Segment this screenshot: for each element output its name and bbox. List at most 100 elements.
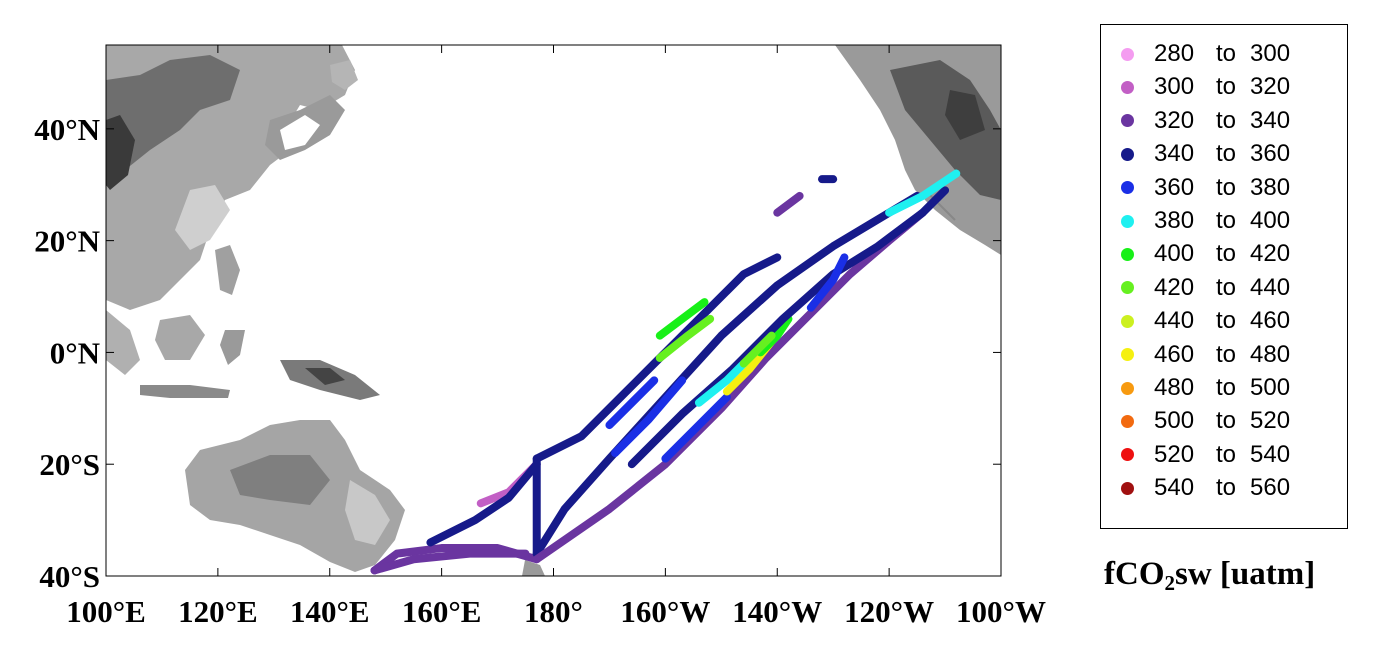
legend-from: 380 (1154, 207, 1195, 234)
legend-swatch (1121, 114, 1134, 128)
track-west-route-spur-2 (426, 460, 541, 547)
legend-to: 460 (1250, 307, 1291, 335)
track-west-route-lower (370, 549, 530, 575)
legend-item: 300 to 320 (1121, 72, 1298, 102)
axis-ticks (105, 45, 1002, 577)
legend-connector: to (1215, 273, 1236, 301)
legend-swatch (1121, 381, 1134, 395)
legend-to: 320 (1250, 73, 1291, 101)
philippines (215, 245, 240, 295)
legend-from: 460 (1154, 340, 1195, 368)
legend: 280 to 300 300 to 320 320 to 340 340 to 360 360 to 380… (1100, 24, 1348, 529)
legend-swatch (1121, 481, 1134, 495)
java (140, 385, 230, 398)
legend-from: 480 (1154, 374, 1195, 401)
asia-light (175, 185, 230, 250)
legend-to: 440 (1250, 273, 1291, 301)
track-track-a (532, 191, 922, 558)
y-tick-label: 0°N (50, 335, 100, 370)
legend-item: 380 to 400 (1121, 206, 1298, 236)
north-america-darkest (945, 90, 985, 140)
new-zealand (522, 560, 545, 576)
sulawesi (220, 330, 245, 365)
legend-connector: to (1215, 374, 1236, 401)
legend-from: 520 (1154, 440, 1195, 468)
legend-from: 420 (1154, 273, 1195, 301)
australia-dark (230, 455, 330, 505)
x-tick-label: 160°E (402, 594, 482, 629)
new-guinea-dark (305, 368, 345, 385)
asia-dark-1 (106, 55, 240, 170)
legend-swatch (1121, 181, 1134, 195)
legend-from: 400 (1154, 240, 1195, 268)
legend-item: 440 to 460 (1121, 306, 1298, 336)
legend-from: 280 (1154, 40, 1195, 67)
track-track-d-cyan (694, 359, 748, 407)
legend-swatch (1121, 281, 1134, 295)
track-track-f (773, 191, 804, 217)
y-axis-labels: 40°N 20°N 0°N 20°S 40°S (34, 112, 100, 594)
legend-item: 540 to 560 (1121, 473, 1298, 503)
track-track-h (806, 253, 849, 312)
legend-swatch (1121, 414, 1134, 428)
asia-darkest (106, 115, 135, 190)
x-tick-label: 120°W (844, 594, 934, 629)
track-track-d (627, 186, 950, 469)
legend-swatch (1121, 47, 1134, 61)
legend-connector: to (1215, 474, 1236, 502)
legend-item: 400 to 420 (1121, 239, 1298, 269)
legend-swatch (1121, 80, 1134, 94)
track-track-b-green (655, 314, 715, 363)
x-tick-label: 160°W (620, 594, 710, 629)
legend-swatch (1121, 247, 1134, 261)
legend-from: 500 (1154, 407, 1195, 435)
track-track-e-cyan (885, 169, 961, 217)
variable-rest: sw [uatm] (1175, 556, 1316, 592)
legend-to: 480 (1250, 340, 1291, 368)
legend-from: 300 (1154, 73, 1195, 101)
legend-to: 420 (1250, 240, 1291, 268)
track-track-i-green (655, 298, 709, 340)
legend-swatch (1121, 448, 1134, 462)
japan-island (280, 115, 320, 150)
track-track-a-blue (611, 376, 687, 458)
legend-from: 360 (1154, 173, 1195, 201)
track-track-c-blue (661, 393, 731, 463)
legend-to: 300 (1250, 40, 1291, 67)
australia-east-light (345, 480, 390, 545)
legend-swatch (1121, 147, 1134, 161)
legend-swatch (1121, 214, 1134, 228)
legend-from: 440 (1154, 307, 1195, 335)
japan-northern (330, 60, 358, 90)
y-tick-label: 40°S (39, 559, 100, 594)
sumatra (106, 310, 140, 375)
variable-subscript: 2 (1164, 571, 1176, 595)
y-tick-label: 20°S (39, 447, 100, 482)
legend-item: 420 to 440 (1121, 273, 1298, 303)
legend-connector: to (1215, 140, 1236, 168)
legend-to: 540 (1250, 440, 1291, 468)
legend-to: 520 (1250, 407, 1291, 435)
legend-to: 380 (1250, 173, 1291, 201)
legend-swatch (1121, 314, 1134, 328)
cruise-tracks (370, 169, 961, 575)
legend-connector: to (1215, 207, 1236, 234)
legend-item: 280 to 300 (1121, 39, 1298, 69)
x-tick-label: 180° (524, 594, 583, 629)
legend-to: 340 (1250, 106, 1291, 134)
x-axis-labels: 100°E 120°E 140°E 160°E 180° 160°W 140°W 120°W 1… (66, 594, 1046, 629)
borneo (155, 315, 205, 360)
track-track-j-blue (605, 376, 659, 430)
legend-connector: to (1215, 240, 1236, 268)
legend-from: 540 (1154, 474, 1195, 502)
legend-item: 360 to 380 (1121, 173, 1298, 203)
legend-item: 320 to 340 (1121, 106, 1298, 136)
legend-connector: to (1215, 73, 1236, 101)
legend-item: 500 to 520 (1121, 406, 1298, 436)
legend-connector: to (1215, 307, 1236, 335)
legend-swatch (1121, 348, 1134, 362)
legend-from: 320 (1154, 106, 1195, 134)
legend-to: 560 (1250, 474, 1291, 502)
legend-to: 400 (1250, 207, 1291, 234)
